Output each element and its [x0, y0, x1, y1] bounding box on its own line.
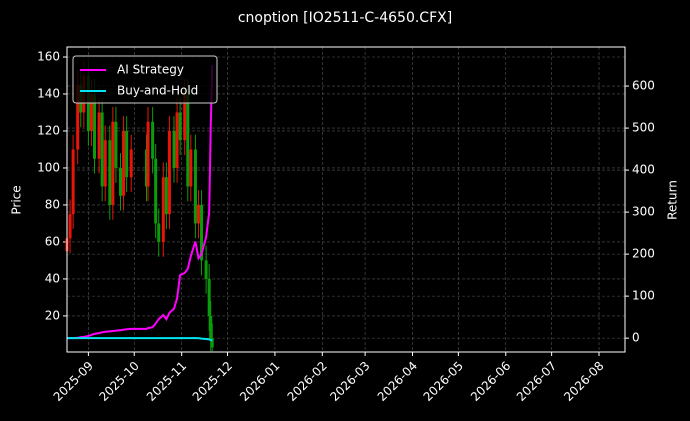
- x-tick-label: 2026-05: [421, 359, 466, 404]
- candle-body: [71, 149, 75, 215]
- candle-body: [100, 112, 104, 187]
- x-tick-label: 2026-04: [375, 359, 420, 404]
- candle-body: [97, 112, 101, 159]
- x-tick-label: 2026-08: [561, 359, 606, 404]
- candle-body: [68, 214, 72, 239]
- candle-body: [114, 121, 118, 168]
- y2-tick-label: 200: [632, 247, 655, 261]
- y2-tick-label: 0: [632, 331, 640, 345]
- y-tick-label: 120: [37, 123, 60, 137]
- x-tick-label: 2026-07: [514, 359, 559, 404]
- candle-body: [76, 84, 80, 150]
- x-tick-label: 2025-12: [190, 359, 235, 404]
- candle-body: [108, 140, 112, 205]
- candle-body: [183, 93, 187, 141]
- candle-body: [89, 93, 93, 131]
- line-series: [67, 65, 214, 340]
- y-axis-label: Price: [10, 185, 24, 214]
- legend-label: Buy-and-Hold: [117, 84, 198, 98]
- legend-box: [72, 55, 218, 104]
- y-tick-label: 20: [45, 308, 60, 322]
- y-tick-label: 60: [45, 234, 60, 248]
- x-tick-label: 2026-01: [237, 359, 282, 404]
- candle-body: [154, 158, 158, 224]
- candle-body: [164, 177, 168, 215]
- candle-body: [196, 204, 200, 224]
- y2-tick-label: 600: [632, 79, 655, 93]
- y-tick-label: 40: [45, 271, 60, 285]
- candle-body: [178, 112, 182, 141]
- candle-body: [210, 338, 214, 348]
- y-tick-label: 140: [37, 86, 60, 100]
- candle-body: [207, 278, 211, 316]
- y2-tick-label: 400: [632, 163, 655, 177]
- candle-body: [111, 121, 115, 205]
- candle-body: [172, 130, 176, 168]
- chart-title: cnoption [IO2511-C-4650.CFX]: [238, 10, 452, 26]
- x-tick-label: 2025-10: [97, 359, 142, 404]
- candle-body: [193, 149, 197, 224]
- line-series: [67, 337, 213, 342]
- y2-tick-label: 300: [632, 205, 655, 219]
- y-tick-label: 80: [45, 197, 60, 211]
- candle-body: [146, 121, 150, 187]
- y-tick-label: 100: [37, 160, 60, 174]
- candle-body: [119, 167, 123, 196]
- x-tick-label: 2025-11: [144, 359, 189, 404]
- candle-body: [209, 315, 213, 339]
- candle-body: [175, 112, 179, 168]
- candle-body: [186, 93, 190, 187]
- y2-axis-label: Return: [666, 180, 680, 220]
- candle-body: [167, 130, 171, 215]
- y-tick-label: 160: [37, 49, 60, 63]
- candle-body: [125, 130, 129, 178]
- candle-body: [157, 223, 161, 242]
- candle-body: [161, 177, 165, 242]
- x-tick-label: 2026-03: [327, 359, 372, 404]
- y2-tick-label: 100: [632, 289, 655, 303]
- candle-body: [103, 140, 107, 187]
- legend: AI Strategy Buy-and-Hold: [72, 55, 218, 104]
- candle-body: [144, 149, 148, 187]
- x-tick-label: 2026-02: [285, 359, 330, 404]
- candle-body: [129, 149, 133, 178]
- x-tick-label: 2025-09: [51, 359, 96, 404]
- y2-tick-label: 500: [632, 121, 655, 135]
- candle-body: [122, 130, 126, 196]
- legend-label: AI Strategy: [117, 63, 184, 77]
- plot-frame: [66, 46, 626, 353]
- candle-body: [200, 204, 204, 261]
- candle-body: [151, 121, 155, 159]
- x-tick-label: 2026-06: [468, 359, 513, 404]
- candle-body: [204, 260, 208, 279]
- candle-body: [189, 149, 193, 187]
- candle-body: [93, 93, 97, 159]
